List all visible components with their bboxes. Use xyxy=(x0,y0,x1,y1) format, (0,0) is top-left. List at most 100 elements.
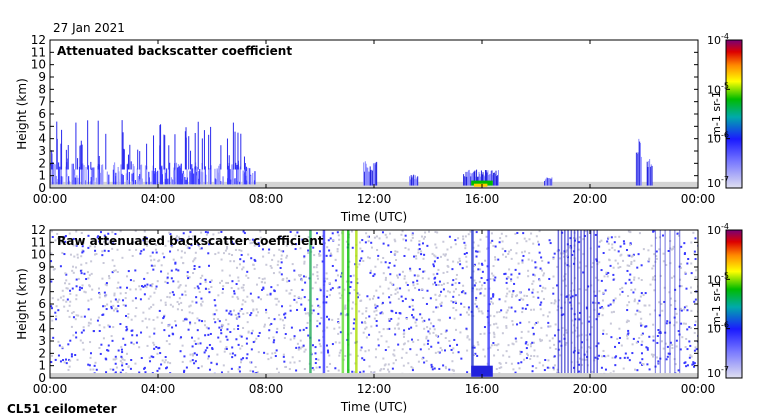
noise-pixel xyxy=(694,237,697,240)
x-tick-label: 00:00 xyxy=(681,192,716,206)
noise-pixel xyxy=(370,325,373,328)
noise-pixel xyxy=(270,356,273,359)
noise-pixel xyxy=(194,322,197,325)
noise-pixel xyxy=(433,254,436,257)
noise-pixel xyxy=(80,287,83,290)
noise-pixel xyxy=(329,237,332,240)
signal-column xyxy=(131,173,133,185)
panel-title: Attenuated backscatter coefficient xyxy=(57,44,292,58)
noise-pixel xyxy=(273,318,276,321)
signal-column xyxy=(497,175,499,186)
noise-pixel xyxy=(339,296,342,299)
signal-spike xyxy=(129,144,131,170)
noise-pixel xyxy=(166,281,169,284)
noise-pixel xyxy=(662,252,665,255)
y-tick-label: 11 xyxy=(31,235,46,249)
noise-pixel xyxy=(631,352,634,355)
noise-pixel xyxy=(146,244,149,247)
noise-pixel xyxy=(490,300,493,303)
noise-pixel xyxy=(349,275,352,278)
noise-pixel xyxy=(326,366,329,369)
x-tick-label: 08:00 xyxy=(249,192,284,206)
noise-pixel xyxy=(376,258,379,261)
noise-pixel xyxy=(641,363,644,366)
noise-pixel xyxy=(516,294,519,297)
signal-spike xyxy=(122,132,124,170)
noise-pixel xyxy=(210,238,213,241)
noise-pixel xyxy=(210,285,213,288)
noise-pixel xyxy=(87,246,90,249)
noise-pixel xyxy=(661,234,664,237)
noise-pixel xyxy=(191,345,194,348)
noise-pixel xyxy=(280,261,283,264)
noise-pixel xyxy=(257,242,260,245)
noise-pixel xyxy=(125,329,128,332)
noise-pixel xyxy=(685,337,688,340)
noise-pixel xyxy=(410,239,413,242)
noise-pixel xyxy=(271,258,274,261)
signal-spike xyxy=(153,135,155,170)
noise-pixel xyxy=(650,244,653,247)
noise-pixel xyxy=(539,284,542,287)
noise-pixel xyxy=(503,273,506,276)
noise-pixel xyxy=(454,300,457,303)
noise-pixel xyxy=(452,295,455,298)
noise-pixel xyxy=(527,275,530,278)
noise-pixel xyxy=(70,355,73,358)
noise-pixel xyxy=(640,324,643,327)
noise-pixel xyxy=(582,271,585,274)
noise-pixel xyxy=(97,235,100,238)
noise-pixel xyxy=(287,240,290,243)
noise-pixel xyxy=(377,254,380,257)
noise-pixel xyxy=(423,253,426,256)
noise-pixel xyxy=(421,357,424,360)
noise-pixel xyxy=(618,336,621,339)
noise-pixel xyxy=(130,341,133,344)
noise-pixel xyxy=(566,249,569,252)
signal-column xyxy=(471,173,473,186)
noise-pixel xyxy=(231,280,234,283)
noise-pixel xyxy=(277,371,280,374)
noise-pixel xyxy=(553,334,556,337)
noise-pixel xyxy=(210,279,213,282)
y-tick-label: 8 xyxy=(38,272,46,286)
signal-column xyxy=(160,167,162,185)
noise-pixel xyxy=(187,246,190,249)
noise-pixel xyxy=(603,275,606,278)
noise-pixel xyxy=(193,265,196,268)
noise-pixel xyxy=(434,243,437,246)
noise-pixel xyxy=(268,337,271,340)
noise-pixel xyxy=(528,288,531,291)
noise-pixel xyxy=(233,292,236,295)
noise-pixel xyxy=(409,267,412,270)
noise-pixel xyxy=(338,292,341,295)
noise-pixel xyxy=(642,248,645,251)
noise-pixel xyxy=(520,297,523,300)
noise-pixel xyxy=(111,259,114,262)
noise-pixel xyxy=(558,340,561,343)
noise-pixel xyxy=(473,264,476,267)
noise-pixel xyxy=(78,288,81,291)
noise-pixel xyxy=(189,323,192,326)
noise-pixel xyxy=(121,358,124,361)
noise-pixel xyxy=(537,296,540,299)
signal-column xyxy=(55,175,57,185)
noise-pixel xyxy=(207,240,210,243)
noise-pixel xyxy=(462,284,465,287)
noise-pixel xyxy=(134,269,137,272)
noise-pixel xyxy=(307,249,310,252)
y-tick-label: 1 xyxy=(38,359,46,373)
noise-pixel xyxy=(154,287,157,290)
noise-pixel xyxy=(289,361,292,364)
noise-pixel xyxy=(409,269,412,272)
noise-pixel xyxy=(514,371,517,374)
noise-pixel xyxy=(117,281,120,284)
noise-pixel xyxy=(103,240,106,243)
noise-pixel xyxy=(474,298,477,301)
x-axis-label: Time (UTC) xyxy=(340,400,407,414)
noise-pixel xyxy=(517,362,520,365)
noise-pixel xyxy=(512,290,515,293)
noise-pixel xyxy=(169,303,172,306)
noise-pixel xyxy=(121,368,124,371)
noise-pixel xyxy=(671,347,674,350)
